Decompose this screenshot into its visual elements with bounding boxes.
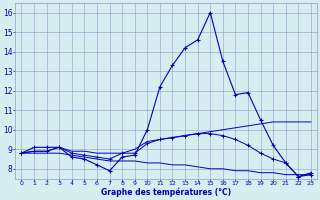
- X-axis label: Graphe des températures (°C): Graphe des températures (°C): [101, 188, 231, 197]
